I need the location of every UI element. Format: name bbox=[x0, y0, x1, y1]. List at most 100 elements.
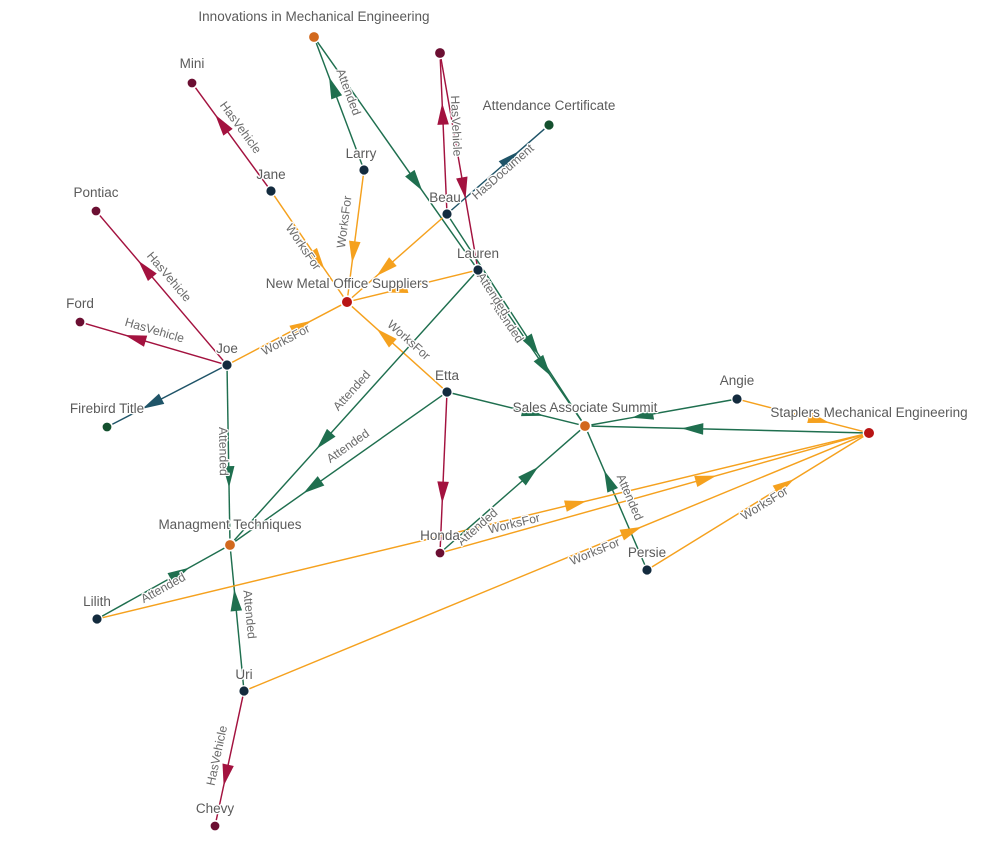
graph-edge bbox=[351, 305, 444, 389]
graph-edge bbox=[439, 59, 448, 209]
nodes-layer bbox=[74, 30, 876, 832]
graph-node-attendance_certificate[interactable] bbox=[543, 119, 555, 131]
edge-label: HasVehicle bbox=[448, 95, 465, 157]
edge-arrowhead bbox=[329, 77, 343, 100]
node-label-lauren: Lauren bbox=[457, 246, 499, 261]
graph-edge bbox=[591, 425, 863, 434]
node-label-persie: Persie bbox=[628, 545, 666, 560]
graph-node-larry[interactable] bbox=[358, 164, 370, 176]
edge-label: WorksFor bbox=[283, 221, 324, 272]
edge-arrowhead bbox=[564, 500, 587, 512]
graph-edge bbox=[450, 128, 545, 211]
graph-node-beau[interactable] bbox=[441, 208, 453, 220]
edge-arrowhead bbox=[498, 151, 519, 170]
edge-arrowhead bbox=[142, 393, 165, 409]
graph-edge bbox=[347, 175, 364, 296]
graph-node-management[interactable] bbox=[223, 538, 237, 552]
graph-edge bbox=[586, 431, 646, 566]
graph-edge bbox=[102, 433, 863, 619]
graph-edge bbox=[443, 429, 581, 550]
edge-label: WorksFor bbox=[738, 484, 790, 524]
graph-edge bbox=[445, 434, 863, 553]
graph-node-persie[interactable] bbox=[641, 564, 653, 576]
edge-label: Attended bbox=[138, 570, 187, 606]
graph-edge bbox=[439, 397, 448, 548]
edge-arrowhead bbox=[386, 281, 409, 293]
graph-node-innovations[interactable] bbox=[307, 30, 321, 44]
graph-node-lauren[interactable] bbox=[472, 264, 484, 276]
graph-edge bbox=[215, 696, 244, 821]
graph-node-chevy[interactable] bbox=[209, 820, 221, 832]
node-label-joe: Joe bbox=[216, 341, 238, 356]
graph-node-honda[interactable] bbox=[434, 547, 446, 559]
edge-label: WorksFor bbox=[259, 321, 312, 358]
edge-label: Attended bbox=[240, 590, 259, 640]
node-label-innovations: Innovations in Mechanical Engineering bbox=[198, 9, 429, 24]
edge-arrowhead bbox=[437, 481, 449, 504]
graph-edge bbox=[234, 394, 443, 542]
graph-node-new_metal[interactable] bbox=[340, 295, 354, 309]
edge-arrowhead bbox=[533, 354, 551, 376]
graph-node-uri[interactable] bbox=[238, 685, 250, 697]
edge-arrowhead bbox=[124, 335, 148, 347]
edge-label: HasDocument bbox=[469, 141, 537, 203]
edge-arrowhead bbox=[456, 176, 468, 199]
arrowheads-layer bbox=[124, 77, 830, 786]
node-label-ford: Ford bbox=[66, 296, 94, 311]
node-label-beau: Beau bbox=[429, 190, 461, 205]
node-label-sales_summit: Sales Associate Summit bbox=[513, 400, 658, 415]
edge-arrowhead bbox=[694, 475, 717, 488]
graph-node-sales_summit[interactable] bbox=[578, 419, 592, 433]
edge-arrowhead bbox=[807, 411, 830, 424]
graph-edge bbox=[651, 435, 864, 568]
edge-arrowhead bbox=[289, 320, 312, 336]
edge-label: WorksFor bbox=[334, 195, 355, 249]
node-label-staplers: Staplers Mechanical Engineering bbox=[770, 405, 967, 420]
edge-arrowhead bbox=[631, 408, 655, 420]
graph-edge bbox=[273, 195, 344, 297]
edge-arrowhead bbox=[681, 423, 704, 435]
graph-node-mini[interactable] bbox=[186, 77, 198, 89]
graph-edge bbox=[101, 547, 225, 617]
graph-node-joe[interactable] bbox=[221, 359, 233, 371]
graph-node-pontiac[interactable] bbox=[90, 205, 102, 217]
edge-arrowhead bbox=[349, 240, 361, 263]
graph-node-lilith[interactable] bbox=[91, 613, 103, 625]
graph-edge bbox=[85, 322, 222, 365]
edge-arrowhead bbox=[138, 260, 157, 281]
graph-edge bbox=[226, 370, 231, 539]
edge-arrowhead bbox=[307, 247, 325, 269]
graph-node-ford[interactable] bbox=[74, 316, 86, 328]
edge-arrowhead bbox=[518, 466, 539, 486]
graph-edge bbox=[233, 273, 475, 541]
graph-edge bbox=[99, 215, 224, 362]
graph-node-jane[interactable] bbox=[265, 185, 277, 197]
node-label-attendance_certificate: Attendance Certificate bbox=[483, 98, 616, 113]
graph-node-firebird_title[interactable] bbox=[101, 421, 113, 433]
node-label-etta: Etta bbox=[435, 368, 460, 383]
edge-arrowhead bbox=[230, 589, 243, 612]
graph-edge bbox=[449, 218, 583, 421]
node-label-firebird_title: Firebird Title bbox=[70, 401, 144, 416]
edge-arrowhead bbox=[222, 466, 235, 488]
graph-node-staplers[interactable] bbox=[862, 426, 876, 440]
graph-edge bbox=[591, 399, 732, 426]
edge-arrowhead bbox=[215, 114, 233, 136]
edge-arrowhead bbox=[604, 470, 619, 493]
graph-node-etta[interactable] bbox=[441, 386, 453, 398]
edge-arrowhead bbox=[222, 763, 234, 786]
edge-label: WorksFor bbox=[568, 535, 622, 568]
node-label-pontiac: Pontiac bbox=[73, 185, 118, 200]
edge-arrowhead bbox=[303, 476, 325, 494]
graph-edge bbox=[315, 42, 363, 165]
graph-node-angie[interactable] bbox=[731, 393, 743, 405]
node-label-angie: Angie bbox=[720, 373, 755, 388]
edges-layer bbox=[85, 41, 864, 821]
node-label-chevy: Chevy bbox=[196, 801, 235, 816]
graph-edge bbox=[229, 551, 245, 686]
graph-node-vehicle_top[interactable] bbox=[433, 46, 447, 60]
graph-edge bbox=[316, 41, 476, 266]
edge-arrowhead bbox=[619, 526, 642, 541]
